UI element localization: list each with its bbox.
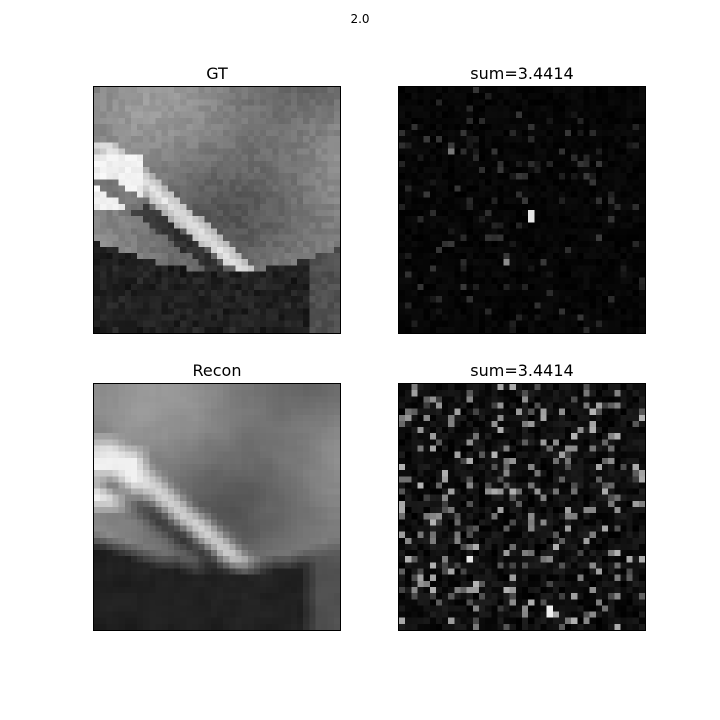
recon-error-map bbox=[399, 384, 645, 630]
figure-suptitle: 2.0 bbox=[350, 12, 370, 26]
recon-image bbox=[94, 384, 340, 630]
gt-image bbox=[94, 87, 340, 333]
recon-error-title: sum=3.4414 bbox=[470, 361, 574, 380]
recon-error-panel bbox=[398, 383, 646, 631]
gt-error-panel bbox=[398, 86, 646, 334]
recon-title: Recon bbox=[192, 361, 242, 380]
gt-title: GT bbox=[206, 64, 228, 83]
gt-image-panel bbox=[93, 86, 341, 334]
gt-error-title: sum=3.4414 bbox=[470, 64, 574, 83]
recon-image-panel bbox=[93, 383, 341, 631]
gt-error-map bbox=[399, 87, 645, 333]
